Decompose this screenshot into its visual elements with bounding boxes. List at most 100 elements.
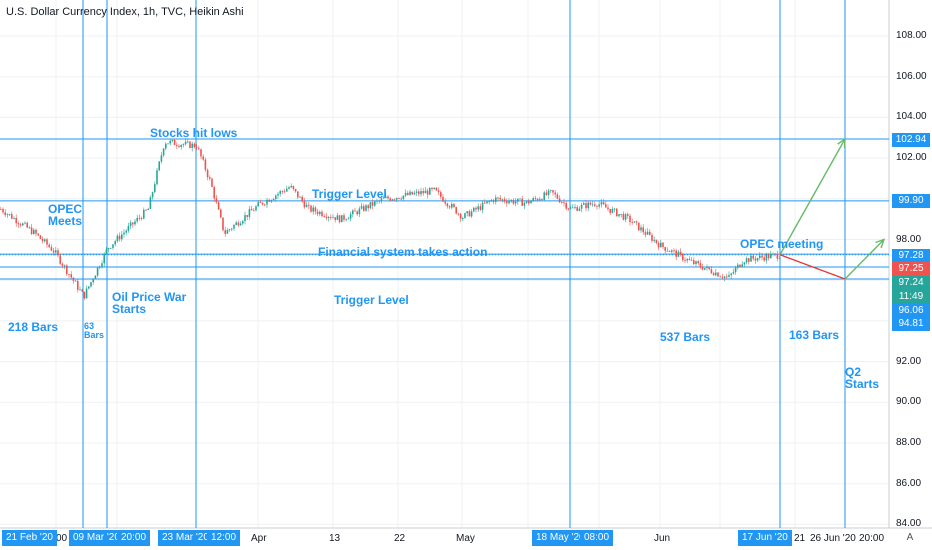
candle-body bbox=[400, 198, 402, 200]
candle-body bbox=[444, 201, 446, 204]
candle-body bbox=[451, 204, 453, 208]
y-tick-label: 102.00 bbox=[896, 152, 927, 164]
candle-body bbox=[360, 206, 363, 209]
candle-body bbox=[662, 242, 664, 248]
candle-body bbox=[299, 196, 301, 198]
candle-body bbox=[710, 269, 713, 274]
candle-body bbox=[319, 211, 321, 215]
candle-body bbox=[398, 197, 400, 199]
annotation-opec-meeting: OPEC meeting bbox=[740, 237, 824, 251]
candle-body bbox=[750, 255, 752, 262]
candle-body bbox=[391, 199, 394, 201]
candle-body bbox=[594, 204, 596, 206]
x-tick-may: May bbox=[456, 533, 475, 544]
candle-body bbox=[607, 207, 609, 209]
candle-body bbox=[578, 208, 581, 211]
candle-body bbox=[435, 187, 438, 191]
candle-body bbox=[649, 231, 651, 235]
candle-body bbox=[497, 197, 499, 199]
candle-body bbox=[651, 234, 653, 241]
candle-body bbox=[418, 191, 420, 195]
candle-body bbox=[13, 217, 15, 219]
y-tick-label: 84.00 bbox=[896, 518, 922, 530]
candle-body bbox=[536, 198, 539, 201]
candle-body bbox=[176, 145, 178, 147]
candle-body bbox=[261, 202, 264, 205]
candle-body bbox=[294, 188, 297, 192]
candle-body bbox=[622, 213, 625, 220]
candle-body bbox=[50, 247, 53, 251]
candle-body bbox=[655, 239, 658, 243]
candle-body bbox=[55, 250, 57, 253]
candle-body bbox=[633, 221, 636, 223]
candle-body bbox=[508, 201, 510, 204]
candle-body bbox=[0, 208, 2, 210]
candle-body bbox=[699, 263, 702, 268]
candle-body bbox=[281, 191, 284, 192]
candle-body bbox=[756, 258, 759, 261]
candle-body bbox=[618, 214, 620, 217]
candle-body bbox=[598, 204, 600, 207]
candle-body bbox=[173, 139, 176, 146]
candle-body bbox=[754, 258, 757, 261]
x-tick-26-jun: 26 Jun '20 bbox=[810, 533, 856, 544]
candle-body bbox=[275, 195, 277, 199]
candle-body bbox=[334, 217, 336, 220]
candle-body bbox=[772, 253, 774, 255]
candle-body bbox=[530, 201, 532, 204]
candle-body bbox=[107, 248, 110, 250]
candle-body bbox=[404, 192, 407, 196]
candle-body bbox=[708, 266, 710, 270]
candle-body bbox=[563, 202, 565, 204]
candle-body bbox=[206, 169, 209, 178]
candle-body bbox=[209, 177, 211, 179]
candle-body bbox=[605, 204, 607, 208]
candle-body bbox=[690, 259, 693, 261]
candle-body bbox=[83, 291, 86, 299]
candle-body bbox=[132, 222, 134, 225]
annotation-q2-starts: Q2 Starts bbox=[845, 365, 880, 391]
x-tag-21-feb: 21 Feb '20 bbox=[2, 530, 57, 546]
candle-body bbox=[283, 191, 286, 193]
projection-rebound-arrow bbox=[844, 239, 885, 280]
candle-body bbox=[316, 211, 319, 215]
y-tick-label: 104.00 bbox=[896, 111, 927, 123]
candle-body bbox=[591, 204, 594, 206]
candle-body bbox=[697, 261, 699, 264]
candle-body bbox=[420, 191, 422, 195]
annotation-opec-meets: OPEC Meets bbox=[48, 202, 83, 228]
price-tag: 99.90 bbox=[892, 194, 930, 208]
annotation-63-bars: 63 Bars bbox=[84, 321, 105, 340]
candle-body bbox=[721, 276, 724, 278]
candle-body bbox=[213, 186, 215, 199]
candle-body bbox=[409, 191, 411, 195]
x-tag-23-mar: 23 Mar '20 bbox=[158, 530, 213, 546]
candle-body bbox=[644, 232, 647, 235]
candle-body bbox=[376, 200, 378, 202]
candle-body bbox=[374, 201, 376, 206]
candle-body bbox=[576, 207, 578, 211]
candle-body bbox=[288, 187, 290, 189]
candle-body bbox=[178, 146, 180, 148]
candle-body bbox=[52, 250, 55, 253]
candle-body bbox=[382, 197, 385, 199]
candle-body bbox=[28, 227, 31, 229]
candle-body bbox=[717, 272, 719, 277]
candle-body bbox=[19, 224, 22, 226]
candle-body bbox=[325, 216, 328, 219]
candle-body bbox=[596, 205, 598, 207]
candle-body bbox=[629, 215, 631, 223]
auto-scale-button[interactable]: A bbox=[906, 532, 914, 543]
candle-body bbox=[389, 198, 391, 201]
candle-body bbox=[550, 190, 552, 191]
candle-body bbox=[624, 214, 627, 220]
candle-body bbox=[200, 149, 202, 157]
candle-body bbox=[704, 268, 706, 270]
candle-body bbox=[257, 202, 259, 207]
annotation-trigger-level-lower: Trigger Level bbox=[334, 293, 409, 307]
candle-body bbox=[347, 218, 350, 220]
candle-body bbox=[728, 274, 730, 277]
candle-body bbox=[341, 215, 343, 223]
candle-body bbox=[182, 144, 185, 146]
